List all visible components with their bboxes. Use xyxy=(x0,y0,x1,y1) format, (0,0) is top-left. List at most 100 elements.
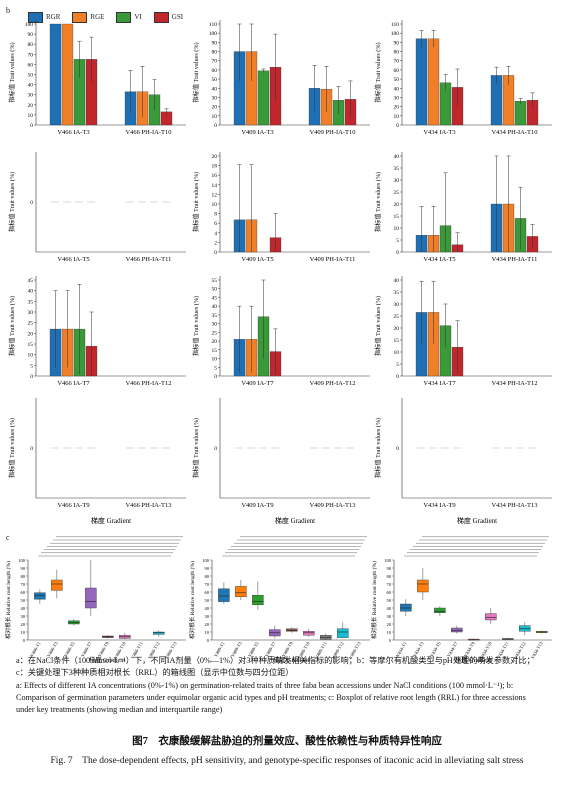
y-tick-label: 15 xyxy=(394,214,400,220)
x-tick-label: V466 IA-T5 xyxy=(57,256,89,263)
y-label-cn: 指标值 xyxy=(192,336,200,356)
y-tick-label: 100 xyxy=(202,558,210,563)
y-tick-label: 30 xyxy=(28,93,34,99)
y-tick-label: 35 xyxy=(394,166,400,172)
y-tick-label: 40 xyxy=(212,86,218,92)
y-tick-label: 90 xyxy=(394,40,400,46)
y-tick-label: 35 xyxy=(28,299,34,305)
y-axis-label: 相对根长 Relative root length (%) xyxy=(370,561,378,639)
y-tick-label: 45 xyxy=(212,295,218,301)
box xyxy=(337,628,349,638)
x-tick-label: V409 PH-IA-T13 xyxy=(309,502,355,509)
y-label-cn: 指标值 xyxy=(192,82,200,102)
bar xyxy=(49,23,62,126)
y-tick-label: 60 xyxy=(212,68,218,74)
y-tick-label: 80 xyxy=(212,50,218,56)
y-tick-label: 30 xyxy=(21,614,26,619)
y-label-en: Trait values (%) xyxy=(375,42,382,82)
y-tick-label: 6 xyxy=(214,221,217,227)
y-tick-label: 35 xyxy=(212,313,218,319)
y-axis-label: 指标值 Trait values (%) xyxy=(8,172,16,232)
y-tick-label: 10 xyxy=(21,630,26,635)
x-tick-label: V466 IA-T9 xyxy=(57,502,89,509)
box xyxy=(34,592,46,600)
y-tick-label: 90 xyxy=(28,32,34,38)
y-tick-label: 50 xyxy=(212,287,218,293)
box xyxy=(485,613,497,621)
y-tick-label: 90 xyxy=(212,40,218,46)
box xyxy=(451,627,463,633)
x-tick-label: V409 IA-T5 xyxy=(241,256,273,263)
x-tick-label: V434 PH-IA-T12 xyxy=(491,380,537,387)
box xyxy=(218,588,230,602)
legend-item-rge: RGE xyxy=(72,11,104,23)
y-label-en: Trait values (%) xyxy=(375,418,382,458)
y-tick-label: 25 xyxy=(28,321,34,327)
box xyxy=(303,631,315,636)
bar xyxy=(415,38,428,126)
x-tick-label: V434 PH-IA-T10 xyxy=(491,129,537,136)
y-tick-label: 0 xyxy=(207,638,210,643)
x-tick-label: V434 IA-T3 xyxy=(423,129,455,136)
y-label-en: Trait values (%) xyxy=(9,418,16,458)
box xyxy=(235,586,247,598)
y-tick-label: 10 xyxy=(28,353,34,359)
box xyxy=(434,607,446,613)
y-tick-label: 100 xyxy=(384,558,392,563)
y-tick-label: 40 xyxy=(21,606,26,611)
y-axis-label: 指标值 Trait values (%) xyxy=(374,418,382,478)
y-tick-label: 70 xyxy=(28,52,34,58)
y-tick-label: 40 xyxy=(387,606,392,611)
y-tick-label: 15 xyxy=(28,342,34,348)
y-tick-label: 0 xyxy=(396,250,399,256)
x-tick-label: V409 IA-T9 xyxy=(241,502,273,509)
x-tick-label: V409 PH-IA-T11 xyxy=(310,256,356,263)
y-tick-label: 60 xyxy=(205,590,210,595)
y-label-en: Trait values (%) xyxy=(193,296,200,336)
y-tick-label: 20 xyxy=(21,622,26,627)
y-tick-label: 20 xyxy=(28,103,34,109)
legend-swatch xyxy=(116,11,132,23)
y-tick-label: 50 xyxy=(28,73,34,79)
y-tick-label: 40 xyxy=(212,304,218,310)
y-tick-label: 80 xyxy=(21,574,26,579)
y-tick-label: 30 xyxy=(205,614,210,619)
y-tick-label: 10 xyxy=(394,350,400,356)
x-axis-label: 梯度 Gradient xyxy=(89,655,125,664)
box xyxy=(519,625,531,632)
y-label-cn: 指标值 xyxy=(192,212,200,232)
y-tick-label: 10 xyxy=(212,357,218,363)
y-label-cn: 指标值 xyxy=(8,458,16,478)
x-tick-label: V409 PH-IA-T12 xyxy=(309,380,355,387)
y-tick-label: 20 xyxy=(394,202,400,208)
y-tick-label: 30 xyxy=(212,95,218,101)
y-label-cn: 指标值 xyxy=(8,212,16,232)
legend: RGR RGE VI GSI xyxy=(28,4,195,23)
y-tick-label: 14 xyxy=(212,183,218,189)
y-tick-label: 10 xyxy=(212,202,218,208)
y-label-en: Trait values (%) xyxy=(375,296,382,336)
legend-swatch xyxy=(153,11,169,23)
y-tick-label: 0 xyxy=(30,446,33,452)
legend-label: VI xyxy=(134,13,142,21)
y-tick-label: 0 xyxy=(214,446,217,452)
y-tick-label: 60 xyxy=(21,590,26,595)
y-tick-label: 60 xyxy=(387,590,392,595)
box xyxy=(320,635,332,640)
x-tick-label: V434 PH-IA-T13 xyxy=(491,502,537,509)
legend-label: RGR xyxy=(46,13,61,21)
legend-item-rgr: RGR xyxy=(28,11,61,23)
caption-en-3: under key treatments (showing median and… xyxy=(16,705,223,714)
y-tick-label: 0 xyxy=(23,638,26,643)
y-tick-label: 10 xyxy=(212,114,218,120)
y-tick-label: 55 xyxy=(212,278,218,284)
y-tick-label: 20 xyxy=(212,105,218,111)
y-tick-label: 5 xyxy=(214,365,217,371)
y-tick-label: 50 xyxy=(394,77,400,83)
y-tick-label: 40 xyxy=(394,154,400,160)
y-tick-label: 25 xyxy=(394,314,400,320)
bar xyxy=(427,38,440,126)
y-tick-label: 110 xyxy=(391,22,399,28)
gradient-label: 梯度 Gradient xyxy=(457,516,497,525)
y-tick-label: 30 xyxy=(394,95,400,101)
